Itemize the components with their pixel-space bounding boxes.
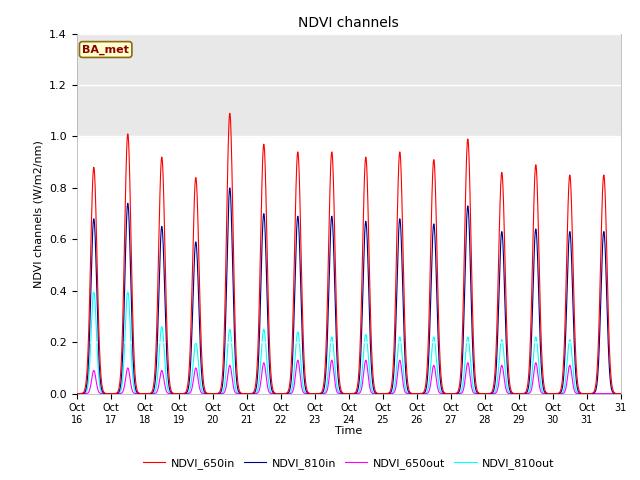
NDVI_650out bbox=[501, 382, 509, 388]
Line: NDVI_810out: NDVI_810out bbox=[77, 291, 621, 394]
NDVI_650in bbox=[467, 212, 474, 218]
NDVI_810in bbox=[419, 391, 426, 396]
NDVI_810in bbox=[611, 391, 619, 396]
NDVI_810out bbox=[611, 391, 619, 396]
NDVI_810out bbox=[501, 367, 509, 373]
NDVI_810out bbox=[90, 288, 98, 294]
NDVI_650out bbox=[294, 357, 301, 363]
NDVI_810in bbox=[73, 391, 81, 396]
X-axis label: Time: Time bbox=[335, 426, 362, 436]
NDVI_810in bbox=[467, 268, 474, 274]
NDVI_650out bbox=[184, 391, 192, 396]
NDVI_650out bbox=[73, 391, 81, 396]
NDVI_810in bbox=[617, 391, 625, 396]
NDVI_810out bbox=[73, 391, 81, 396]
Line: NDVI_650in: NDVI_650in bbox=[77, 113, 621, 394]
NDVI_810in bbox=[226, 185, 234, 191]
NDVI_650in bbox=[501, 264, 509, 270]
NDVI_810out bbox=[617, 391, 625, 396]
Line: NDVI_810in: NDVI_810in bbox=[77, 188, 621, 394]
NDVI_810out bbox=[467, 358, 474, 363]
NDVI_650out bbox=[534, 371, 541, 376]
Title: NDVI channels: NDVI channels bbox=[298, 16, 399, 30]
Line: NDVI_650out: NDVI_650out bbox=[77, 360, 621, 394]
Y-axis label: NDVI channels (W/m2/nm): NDVI channels (W/m2/nm) bbox=[34, 140, 44, 288]
NDVI_650out bbox=[467, 376, 474, 382]
NDVI_650out bbox=[617, 391, 625, 396]
NDVI_810out bbox=[534, 349, 541, 355]
Text: BA_met: BA_met bbox=[82, 44, 129, 55]
NDVI_650in bbox=[73, 391, 81, 396]
NDVI_650in bbox=[534, 204, 541, 209]
NDVI_810out bbox=[184, 390, 192, 396]
NDVI_650in bbox=[184, 379, 192, 384]
NDVI_810in bbox=[184, 386, 192, 392]
NDVI_650out bbox=[419, 391, 426, 396]
Bar bbox=[77, 34, 621, 136]
NDVI_650in bbox=[611, 390, 619, 396]
NDVI_810in bbox=[501, 309, 509, 314]
NDVI_650in bbox=[617, 391, 625, 396]
NDVI_810out bbox=[419, 391, 426, 396]
NDVI_650in bbox=[419, 390, 426, 396]
NDVI_650out bbox=[611, 391, 619, 396]
NDVI_650in bbox=[226, 110, 234, 116]
NDVI_810in bbox=[534, 262, 541, 267]
Legend: NDVI_650in, NDVI_810in, NDVI_650out, NDVI_810out: NDVI_650in, NDVI_810in, NDVI_650out, NDV… bbox=[139, 453, 559, 473]
